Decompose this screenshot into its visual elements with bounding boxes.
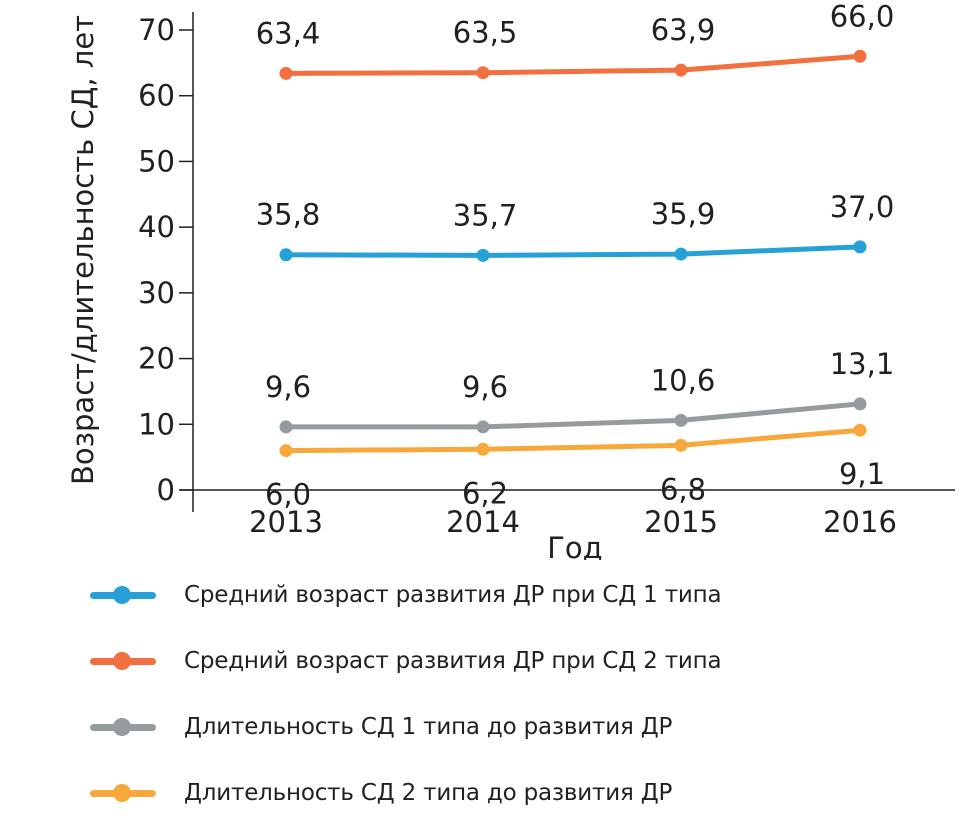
y-tick-label: 40 [138,210,175,244]
x-tick-label: 2015 [644,505,718,539]
legend-swatch-dot [113,652,131,670]
data-point [279,66,293,80]
legend-item: Средний возраст развития ДР при СД 2 тип… [90,628,722,694]
data-label: 9,1 [839,457,885,491]
legend-label: Длительность СД 2 типа до развития ДР [184,780,673,806]
data-label: 35,7 [453,198,518,232]
legend-swatch-dot [113,586,131,604]
legend-line-marker-icon [90,717,156,737]
data-label: 63,4 [256,16,321,50]
data-point [476,420,490,434]
data-point [853,49,867,63]
data-point [279,420,293,434]
legend-label: Средний возраст развития ДР при СД 2 тип… [184,648,722,674]
x-tick-label: 2013 [249,505,323,539]
y-tick-label: 60 [138,79,175,113]
data-label: 63,5 [453,16,518,50]
legend-item: Длительность СД 2 типа до развития ДР [90,760,721,826]
data-label: 10,6 [651,363,716,397]
legend-label: Длительность СД 1 типа до развития ДР [184,714,673,740]
data-label: 6,2 [462,476,508,510]
series-line [283,401,863,430]
data-point [674,413,688,427]
y-tick-label: 70 [138,13,175,47]
data-point [476,66,490,80]
data-label: 63,9 [651,13,716,47]
data-point [476,442,490,456]
legend-line-marker-icon [90,783,156,803]
y-ticks: 0 10 20 30 40 50 60 70 [138,13,193,507]
legend-swatch-dot [113,784,131,802]
x-tick-label: 2014 [446,505,520,539]
data-point [279,248,293,262]
y-tick-label: 50 [138,144,175,178]
data-label: 9,6 [462,370,508,404]
series-group [279,49,867,458]
series-line [283,427,863,454]
data-label: 35,8 [256,198,321,232]
axes [180,12,955,512]
data-point [279,444,293,458]
data-point [674,438,688,452]
legend: Средний возраст развития ДР при СД 1 тип… [90,562,722,826]
x-ticks: 2013 2014 2015 2016 [249,505,897,539]
y-tick-label: 0 [157,473,175,507]
y-tick-label: 10 [138,407,175,441]
data-point [853,397,867,411]
data-label: 6,0 [265,478,311,512]
series-line [283,53,863,76]
data-point [674,63,688,77]
data-point [853,423,867,437]
data-label: 66,0 [830,0,895,33]
data-point [476,248,490,262]
data-label: 6,8 [660,472,706,506]
legend-line-marker-icon [90,585,156,605]
data-labels: 35,8 35,7 35,9 37,0 63,4 63,5 63,9 66,0 9,6 9,6 10… [256,0,895,512]
legend-label: Средний возраст развития ДР при СД 1 тип… [184,582,722,608]
y-tick-label: 30 [138,276,175,310]
legend-item: Длительность СД 1 типа до развития ДР [90,694,721,760]
data-label: 9,6 [265,370,311,404]
data-label: 35,9 [651,197,716,231]
data-point [853,240,867,254]
legend-line-marker-icon [90,651,156,671]
x-axis-title: Год [547,531,602,560]
legend-item: Средний возраст развития ДР при СД 1 тип… [90,562,722,628]
data-label: 37,0 [830,190,895,224]
y-tick-label: 20 [138,342,175,376]
y-axis-title: Возраст/длительность СД, лет [66,15,100,485]
legend-swatch-dot [113,718,131,736]
data-label: 13,1 [830,347,895,381]
data-point [674,247,688,261]
x-tick-label: 2016 [823,505,897,539]
series-line [283,244,863,258]
